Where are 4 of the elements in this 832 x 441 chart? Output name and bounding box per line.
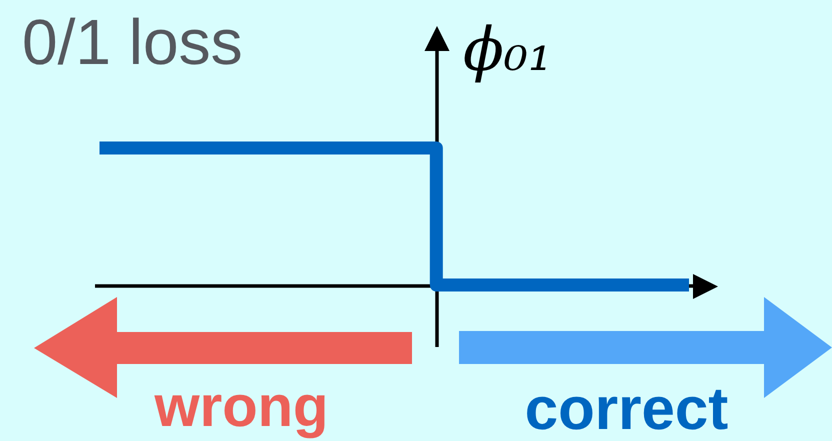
y-axis-title: ϕ₀₁ xyxy=(463,15,552,85)
text: wrong xyxy=(154,374,328,439)
chart-title: 0/1 loss xyxy=(22,6,243,78)
text: correct xyxy=(524,375,728,441)
